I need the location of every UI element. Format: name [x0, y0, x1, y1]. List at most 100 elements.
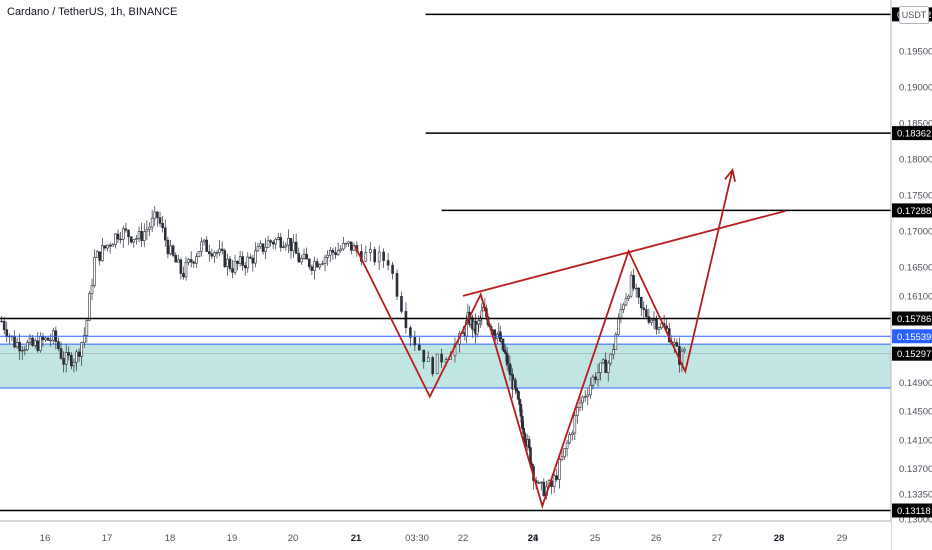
candle-body — [634, 287, 638, 290]
candle-body — [274, 239, 278, 245]
candle-body — [192, 261, 196, 264]
candle-body — [195, 256, 198, 264]
candle-body — [352, 245, 356, 251]
price-tick-label: 0.13700 — [899, 464, 932, 475]
time-axis-background — [0, 521, 891, 550]
candle-body — [391, 264, 394, 274]
time-tick-label: 20 — [288, 533, 299, 544]
candle-body — [148, 226, 151, 230]
candle-body — [294, 241, 298, 254]
candle-body — [184, 261, 188, 278]
candle-body — [601, 359, 605, 364]
candle-body — [313, 261, 316, 271]
price-label-badge — [892, 329, 932, 344]
candle-body — [202, 239, 206, 243]
time-tick-label: 28 — [774, 533, 785, 544]
candle-body — [145, 229, 149, 233]
candle-body — [382, 251, 385, 261]
price-tick-label: 0.14100 — [899, 435, 932, 446]
candle-body — [591, 376, 595, 386]
candle-body — [36, 340, 40, 351]
candle-body — [67, 352, 71, 356]
price-label-badge — [892, 203, 932, 218]
pattern-drawing — [353, 167, 786, 510]
candle-body — [231, 268, 234, 273]
candle-body — [51, 330, 55, 341]
candle-body — [520, 416, 524, 429]
candle-body — [197, 251, 201, 257]
candle-body — [189, 259, 193, 263]
candle-body — [440, 353, 443, 363]
candle-body — [264, 247, 267, 252]
price-axis-background — [891, 0, 932, 550]
candle-body — [46, 337, 50, 341]
candle-body — [174, 255, 177, 263]
candle-body — [233, 261, 237, 273]
candle-body — [480, 310, 484, 319]
candle-body — [422, 349, 426, 362]
candle-body — [176, 259, 180, 263]
candle-body — [182, 273, 185, 278]
candle-body — [642, 307, 646, 310]
candle-body — [57, 341, 60, 349]
candle-body — [220, 248, 224, 251]
candle-body — [523, 433, 527, 443]
candle-body — [80, 342, 83, 357]
candle-body — [213, 252, 216, 257]
demand-zone — [0, 343, 891, 389]
candle-body — [655, 319, 658, 330]
candle-body — [637, 287, 641, 298]
candle-body — [20, 349, 24, 352]
candle-body — [85, 320, 89, 336]
candle-body — [103, 245, 107, 249]
candle-body — [657, 327, 661, 330]
candle-body — [106, 244, 109, 249]
candle-body — [527, 439, 531, 448]
candle-body — [156, 211, 159, 218]
time-tick-label: 16 — [40, 533, 51, 544]
candle-body — [373, 249, 377, 263]
candle-body — [576, 407, 579, 416]
candle-body — [552, 475, 556, 487]
candle-body — [570, 432, 574, 435]
candle-body — [119, 238, 122, 241]
candle-body — [77, 351, 81, 357]
candle-body — [129, 236, 133, 243]
candle-body — [169, 245, 172, 255]
currency-button[interactable]: USDT — [899, 6, 929, 24]
candle-body — [665, 325, 668, 329]
price-tick-label: 0.13350 — [899, 489, 932, 500]
candle-body — [503, 349, 506, 353]
candle-body — [368, 249, 372, 253]
candle-body — [282, 246, 285, 248]
candle-body — [622, 304, 625, 310]
candle-body — [501, 338, 505, 351]
candle-body — [334, 252, 337, 256]
candle-body — [163, 227, 167, 241]
candle-body — [652, 319, 656, 321]
candle-body — [477, 320, 481, 325]
candle-body — [98, 251, 102, 261]
candle-body — [49, 339, 52, 342]
candle-body — [344, 243, 348, 245]
candle-body — [660, 323, 663, 329]
candle-body — [342, 243, 345, 250]
candle-body — [284, 244, 288, 248]
candle-body — [132, 239, 136, 243]
candle-body — [431, 357, 434, 375]
price-label-badge — [892, 346, 932, 361]
candle-body — [72, 361, 76, 367]
price-label-badge — [892, 311, 932, 326]
candle-body — [518, 398, 521, 405]
price-tick-label: 0.13000 — [899, 515, 932, 526]
candle-body — [241, 256, 244, 266]
candle-body — [321, 263, 324, 265]
candle-body — [539, 481, 543, 484]
time-tick-label: 26 — [651, 533, 662, 544]
candle-body — [609, 353, 613, 364]
candle-body — [150, 217, 154, 228]
candle-body — [426, 357, 430, 362]
candle-body — [187, 259, 190, 263]
candle-body — [226, 258, 229, 267]
